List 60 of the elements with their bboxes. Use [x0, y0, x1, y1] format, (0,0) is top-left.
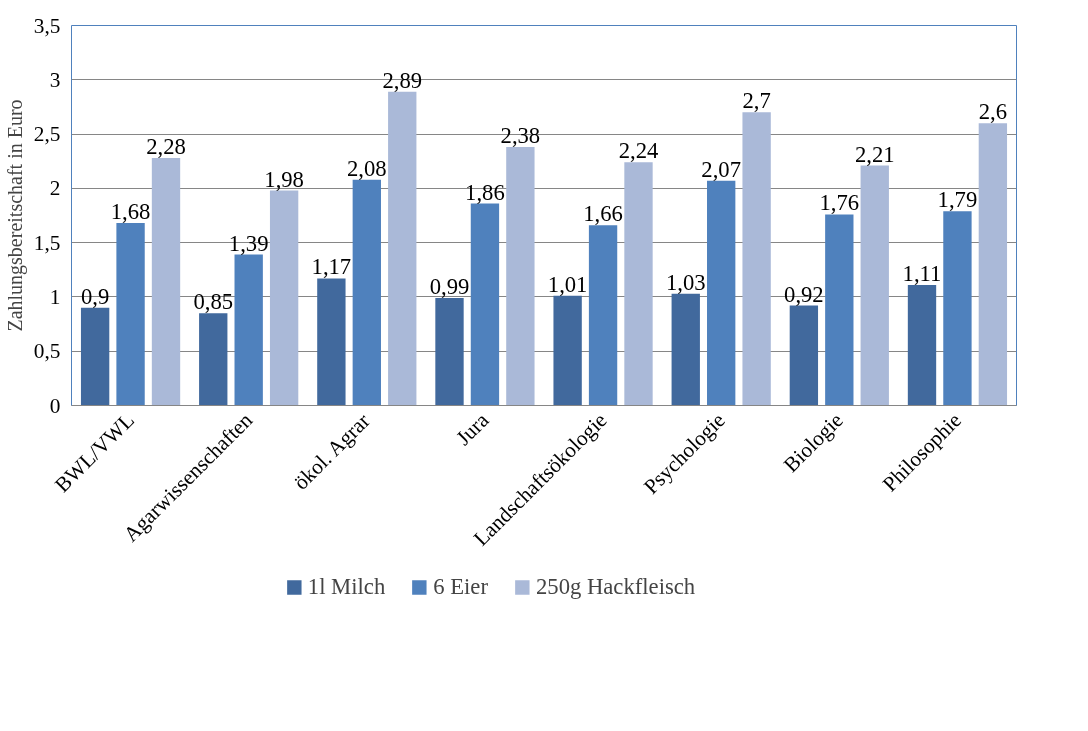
data-label: 1,76	[819, 190, 860, 216]
bar	[860, 165, 889, 406]
data-label: 1,86	[465, 179, 505, 205]
data-label: 2,21	[854, 141, 895, 167]
data-label: 0,85	[193, 289, 234, 315]
bar	[624, 162, 653, 406]
bar	[388, 91, 417, 406]
bar	[789, 305, 819, 406]
data-label: 1,66	[583, 201, 623, 227]
y-tick-label: 1	[49, 284, 61, 309]
bar	[506, 147, 535, 406]
bar	[553, 295, 582, 406]
data-label: 0,92	[784, 281, 824, 307]
data-label: 1,68	[110, 199, 151, 225]
bar	[269, 190, 299, 406]
data-label: 1,03	[665, 269, 706, 295]
data-label: 2,07	[701, 156, 742, 182]
data-label: 2,38	[500, 123, 541, 149]
bar	[80, 307, 110, 406]
bar	[151, 157, 181, 406]
bar	[978, 123, 1008, 406]
data-label: 1,39	[228, 230, 269, 256]
bar	[317, 278, 346, 406]
data-label: 1,01	[547, 271, 588, 297]
bar	[588, 225, 618, 406]
bar	[435, 298, 464, 406]
data-label: 1,11	[902, 260, 942, 286]
data-label: 1,79	[937, 187, 978, 213]
data-label: 1,17	[311, 254, 352, 280]
legend-label: 6 Eier	[433, 574, 488, 600]
y-tick-label: 3,5	[33, 13, 61, 38]
data-label: 2,6	[978, 99, 1008, 125]
y-tick-label: 0	[49, 393, 61, 418]
y-tick-label: 2	[49, 176, 61, 201]
y-tick-label: 0,5	[33, 339, 61, 364]
bar	[825, 214, 854, 406]
y-tick-label: 3	[49, 67, 61, 92]
bar	[199, 313, 228, 406]
data-label: 0,99	[429, 274, 470, 300]
bar	[234, 254, 263, 406]
data-label: 1,98	[264, 166, 304, 192]
bar	[742, 112, 771, 406]
bar	[352, 179, 381, 406]
data-label: 2,7	[742, 88, 771, 114]
legend-label: 1l Milch	[307, 574, 386, 600]
y-tick-label: 2,5	[33, 122, 61, 147]
data-label: 2,28	[146, 133, 186, 159]
bar	[907, 284, 937, 406]
data-label: 2,24	[618, 138, 659, 164]
y-tick-label: 1,5	[33, 230, 61, 255]
bar	[116, 223, 145, 406]
y-axis-title: Zahlungsbereitschaft in Euro	[3, 99, 27, 332]
legend-label: 250g Hackfleisch	[535, 574, 696, 600]
bar	[470, 203, 500, 406]
data-label: 0,9	[80, 283, 110, 309]
data-label: 2,08	[346, 155, 387, 181]
bar	[707, 180, 736, 406]
data-label: 2,89	[382, 67, 423, 93]
bar	[671, 293, 700, 406]
bar	[943, 211, 972, 406]
